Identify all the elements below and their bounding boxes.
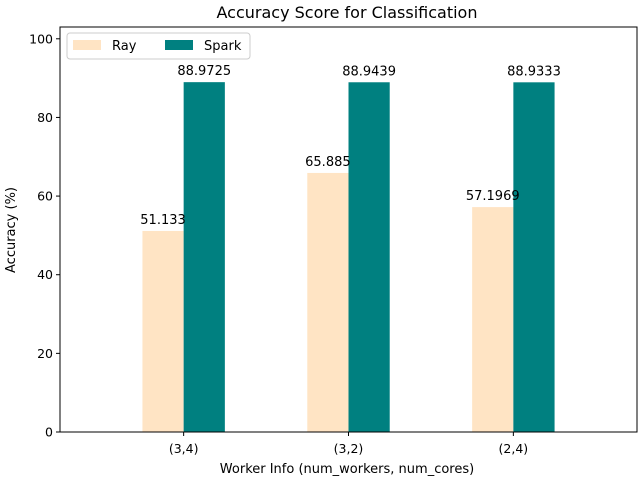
legend-label-ray: Ray — [112, 39, 137, 54]
legend-box — [66, 32, 251, 60]
y-axis-label: Accuracy (%) — [4, 187, 19, 273]
x-tick-label: (3,2) — [334, 441, 364, 456]
data-label: 88.9333 — [507, 64, 561, 79]
data-label: 51.133 — [140, 213, 186, 228]
bar-ray-0 — [142, 230, 184, 432]
data-label: 88.9439 — [342, 64, 396, 79]
legend-swatch-spark — [165, 40, 193, 50]
x-axis-label: Worker Info (num_workers, num_cores) — [220, 462, 474, 477]
x-tick-label: (2,4) — [499, 441, 529, 456]
data-label: 88.9725 — [177, 64, 231, 79]
bars-group — [142, 82, 555, 432]
data-labels-group: 51.133 88.9725 65.885 88.9439 57.1969 88.9333 — [140, 64, 561, 228]
y-tick-label: 40 — [37, 267, 53, 282]
bar-ray-2 — [472, 207, 514, 432]
y-tick-label: 20 — [37, 346, 53, 361]
legend: Ray Spark — [66, 32, 251, 60]
data-label: 57.1969 — [466, 189, 520, 204]
y-tick-label: 0 — [45, 425, 53, 440]
legend-label-spark: Spark — [204, 39, 242, 54]
data-label: 65.885 — [305, 155, 351, 170]
bar-spark-1 — [348, 82, 390, 432]
bar-spark-0 — [183, 82, 225, 432]
bar-ray-1 — [307, 172, 349, 432]
x-axis-ticks: (3,4) (3,2) (2,4) — [169, 432, 528, 456]
legend-swatch-ray — [73, 40, 101, 50]
y-tick-label: 60 — [37, 189, 53, 204]
y-tick-label: 80 — [37, 110, 53, 125]
bar-spark-2 — [513, 82, 555, 432]
y-axis-ticks: 0 20 40 60 80 100 — [29, 31, 60, 440]
x-tick-label: (3,4) — [169, 441, 199, 456]
plot-frame — [59, 26, 638, 433]
y-tick-label: 100 — [29, 31, 53, 46]
chart-title: Accuracy Score for Classification — [217, 3, 478, 22]
